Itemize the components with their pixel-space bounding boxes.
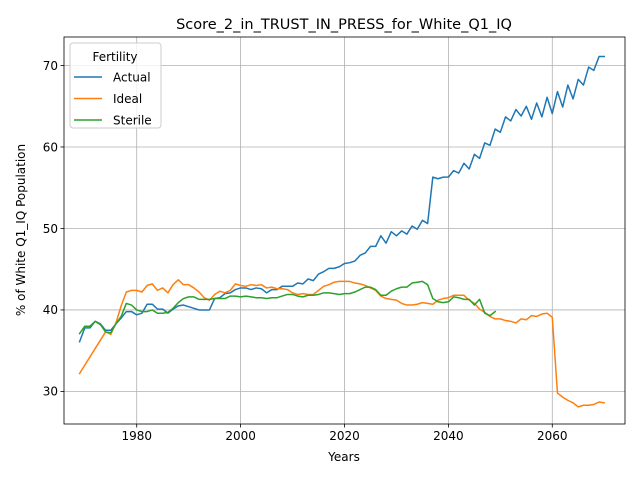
y-tick-label: 40: [43, 303, 58, 317]
x-axis-label: Years: [327, 450, 360, 464]
legend-box: [69, 42, 162, 129]
x-tick-label: 2020: [329, 429, 360, 443]
series-line-sterile: [78, 280, 497, 335]
x-tick-label: 1980: [121, 429, 152, 443]
legend: Fertility Actual Ideal Sterile: [69, 42, 162, 129]
y-tick-label: 60: [43, 140, 58, 154]
plot-lines: [78, 55, 606, 408]
y-axis-ticks: 30 40 50 60 70: [43, 59, 64, 399]
series-line-ideal: [78, 279, 606, 408]
y-tick-label: 70: [43, 59, 58, 73]
legend-label-ideal: Ideal: [113, 92, 142, 106]
chart-title: Score_2_in_TRUST_IN_PRESS_for_White_Q1_I…: [176, 17, 512, 33]
legend-entries: Actual Ideal Sterile: [74, 70, 152, 127]
legend-title: Fertility: [92, 50, 137, 64]
y-tick-label: 30: [43, 385, 58, 399]
grid: [64, 37, 625, 424]
x-tick-label: 2040: [433, 429, 464, 443]
y-axis-label: % of White Q1_IQ Population: [14, 144, 28, 316]
x-tick-label: 2000: [225, 429, 256, 443]
legend-label-sterile: Sterile: [113, 113, 152, 127]
y-tick-label: 50: [43, 222, 58, 236]
x-tick-label: 2060: [537, 429, 568, 443]
legend-label-actual: Actual: [113, 70, 151, 84]
x-axis-ticks: 1980 2000 2020 2040 2060: [121, 424, 568, 443]
